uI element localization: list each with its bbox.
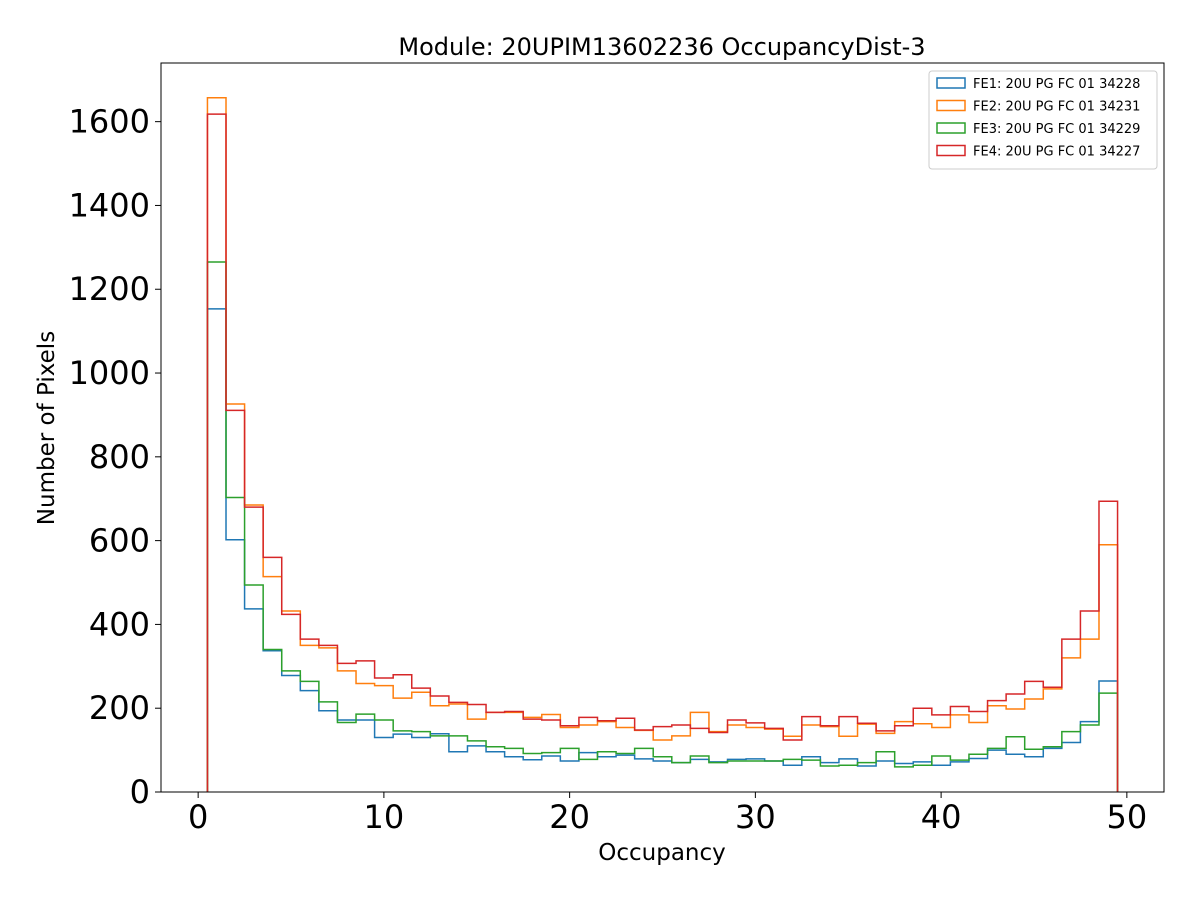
legend-swatch-3: [936, 122, 966, 134]
legend: FE1: 20U PG FC 01 34228 FE2: 20U PG FC 01…: [928, 70, 1158, 170]
chart-title: Module: 20UPIM13602236 OccupancyDist-3: [398, 33, 925, 61]
legend-label-1: FE1: 20U PG FC 01 34228: [973, 77, 1140, 92]
series-4-histogram: [206, 113, 1119, 792]
x-axis-label: Occupancy: [598, 840, 726, 866]
legend-label-4: FE4: 20U PG FC 01 34227: [973, 145, 1140, 160]
legend-swatch-4: [936, 144, 966, 157]
x-tick-label-40: 40: [921, 798, 962, 836]
legend-label-3: FE3: 20U PG FC 01 34229: [973, 122, 1140, 137]
x-tick-label-20: 20: [549, 798, 590, 836]
x-tick-label-30: 30: [735, 798, 776, 836]
legend-box: [928, 70, 1158, 170]
y-tick-label-600: 600: [89, 522, 150, 560]
y-tick-label-1000: 1000: [69, 354, 150, 392]
y-tick-label-1200: 1200: [69, 270, 150, 308]
y-tick-label-1600: 1600: [69, 103, 150, 141]
y-tick-label-200: 200: [89, 689, 150, 727]
x-tick-label-50: 50: [1106, 798, 1147, 836]
x-tick-label-0: 0: [188, 798, 208, 836]
y-tick-label-400: 400: [89, 605, 150, 643]
y-tick-label-800: 800: [89, 438, 150, 476]
series-2-histogram: [206, 97, 1119, 792]
x-tick-label-10: 10: [364, 798, 405, 836]
legend-label-2: FE2: 20U PG FC 01 34231: [973, 100, 1140, 115]
axes-frame: [160, 62, 1165, 793]
series-3-histogram: [206, 261, 1119, 792]
y-tick-label-0: 0: [130, 773, 150, 811]
legend-swatch-1: [936, 77, 966, 89]
y-axis-label: Number of Pixels: [34, 331, 60, 525]
legend-swatch-2: [936, 99, 966, 112]
y-tick-label-1400: 1400: [69, 186, 150, 224]
plot-area: 0 10 20 30 40 50 0 200 400 600 800 1000 1200 1400 1600: [69, 62, 1165, 836]
